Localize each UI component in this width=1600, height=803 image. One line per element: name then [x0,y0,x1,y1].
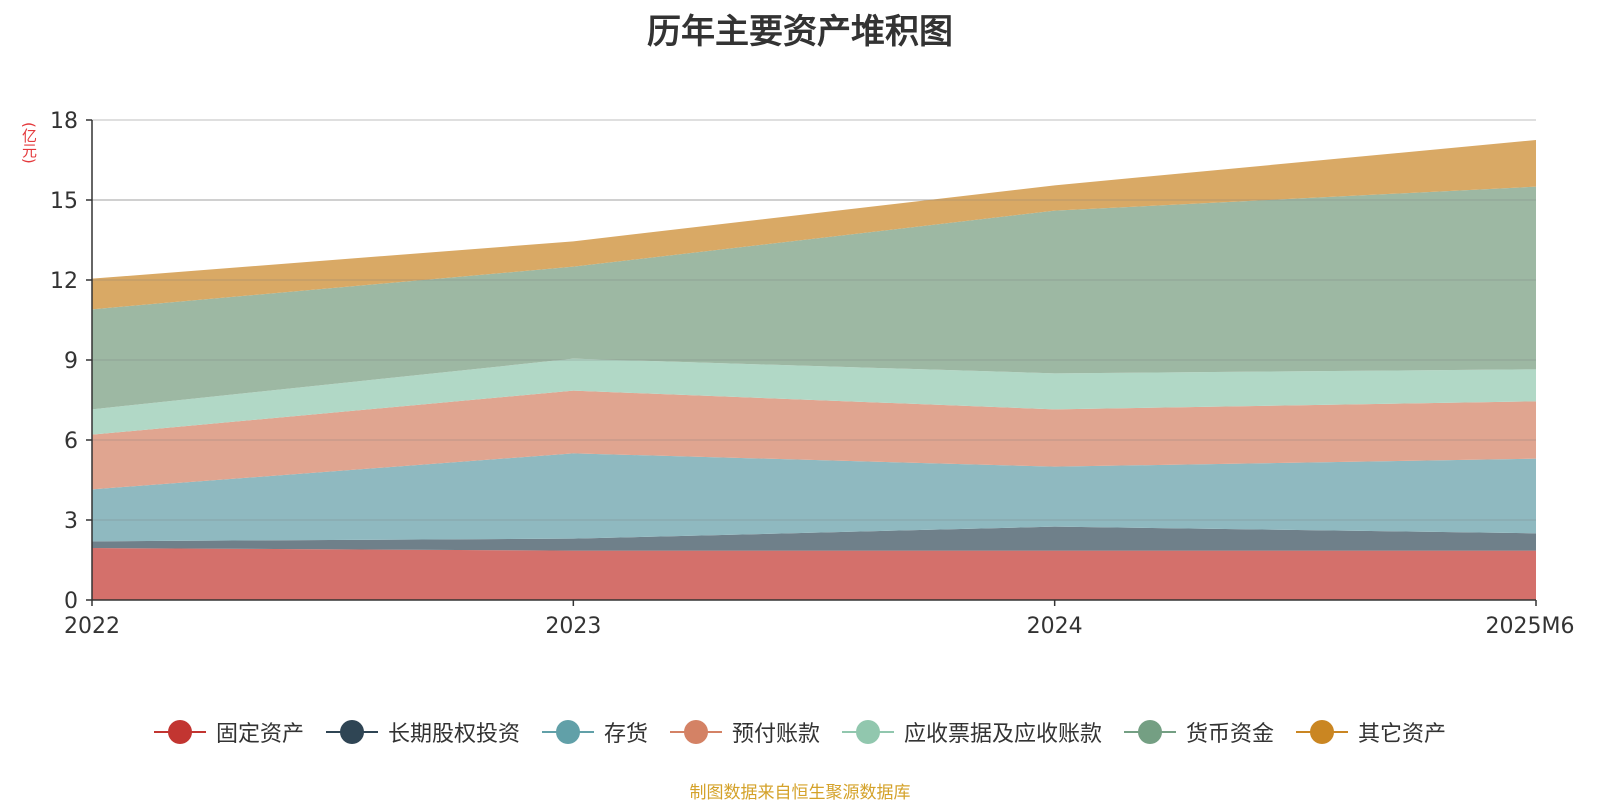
legend-label: 长期股权投资 [387,722,520,747]
legend-marker-icon [541,719,594,745]
area-series-6 [92,140,1536,310]
chart-title: 历年主要资产堆积图 [647,12,953,52]
legend-marker-icon [1124,719,1177,745]
tick-labels: 0 3 6 9 12 15 18 2022 2023 2024 2025M6 [50,109,1574,639]
legend-label: 应收票据及应收账款 [904,722,1103,747]
x-tick-label: 2023 [545,614,601,639]
legend-label: 固定资产 [215,722,304,747]
y-tick-label: 15 [50,189,78,214]
area-series [92,140,1536,600]
x-tick-label: 2024 [1027,614,1083,639]
area-series-2 [92,453,1536,542]
area-series-5 [92,186,1536,410]
y-tick-label: 18 [50,109,78,134]
axes [86,119,1537,606]
y-tick-label: 0 [64,589,78,614]
legend-label: 货币资金 [1186,722,1275,747]
legend-item-6[interactable]: 其它资产 [1296,716,1446,748]
area-series-4 [92,358,1536,435]
legend-marker-icon [153,719,206,745]
area-series-0 [92,548,1536,600]
area-series-1 [92,526,1536,551]
y-axis-unit-label: (亿元) [20,122,38,164]
legend-item-3[interactable]: 预付账款 [669,716,820,748]
legend-item-1[interactable]: 长期股权投资 [325,716,520,748]
area-series-3 [92,390,1536,490]
x-tick-label: 2025M6 [1486,614,1575,639]
y-tick-label: 12 [50,269,78,294]
legend-item-5[interactable]: 货币资金 [1124,716,1274,748]
y-tick-label: 3 [64,509,78,534]
legend-marker-icon [325,719,378,745]
legend-label: 存货 [603,722,648,747]
legend-item-4[interactable]: 应收票据及应收账款 [842,716,1102,748]
x-tick-label: 2022 [64,614,120,639]
legend-item-2[interactable]: 存货 [541,716,648,748]
legend-label: 预付账款 [731,722,820,747]
y-tick-label: 9 [64,349,78,374]
legend: 固定资产 长期股权投资 存货 预付账款 应收票据及应收账款 货币资金 其它资产 [0,716,1600,748]
y-tick-label: 6 [64,429,78,454]
legend-marker-icon [1296,719,1349,745]
legend-label: 其它资产 [1358,722,1447,747]
legend-marker-icon [669,719,722,745]
legend-item-0[interactable]: 固定资产 [153,716,304,748]
source-note: 制图数据来自恒生聚源数据库 [689,783,911,803]
legend-marker-icon [842,719,894,745]
